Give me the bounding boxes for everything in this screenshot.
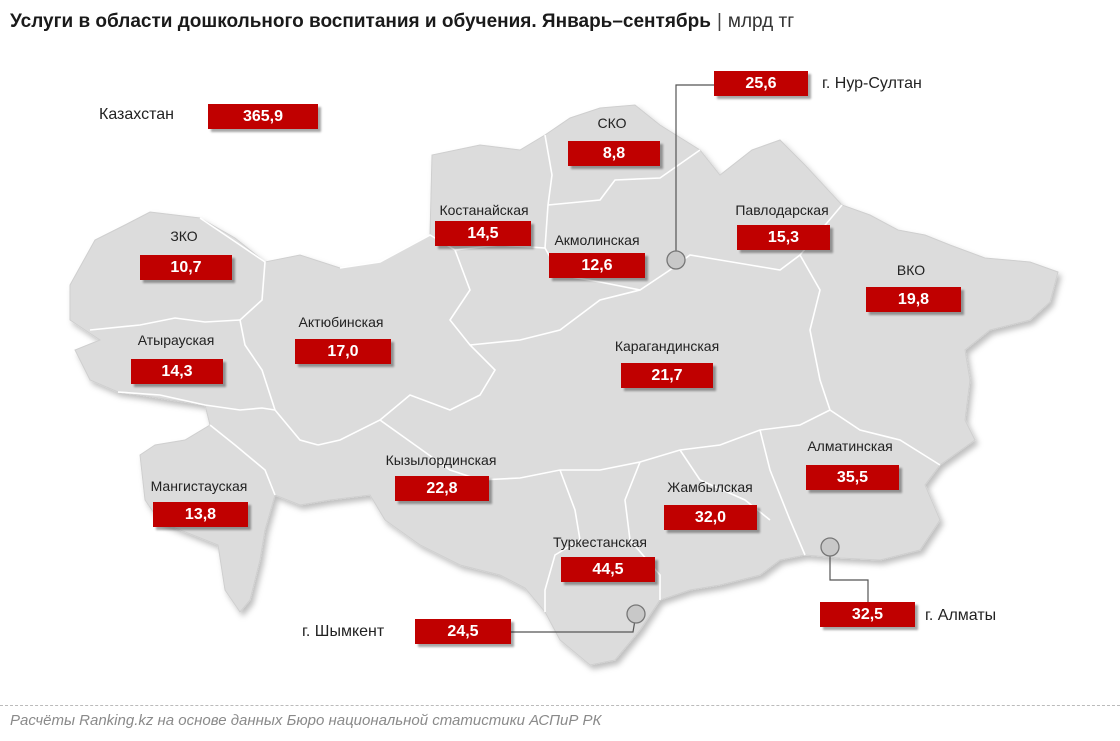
- city-marker-nur-sultan: [666, 250, 686, 270]
- region-value-akmola: 12,6: [549, 253, 645, 278]
- region-name-zhambyl: Жамбылская: [667, 479, 753, 495]
- region-name-turkestan: Туркестанская: [552, 534, 648, 550]
- source-note: Расчёты Ranking.kz на основе данных Бюро…: [10, 712, 602, 729]
- region-value-kyzylorda: 22,8: [395, 476, 489, 501]
- region-name-mangystau: Мангистауская: [150, 478, 248, 494]
- region-name-vko: ВКО: [896, 262, 926, 278]
- title-text: Услуги в области дошкольного воспитания …: [10, 11, 711, 32]
- region-value-sko: 8,8: [568, 141, 660, 166]
- region-name-akmola: Акмолинская: [554, 232, 640, 248]
- total-value: 365,9: [208, 104, 318, 129]
- region-value-karaganda: 21,7: [621, 363, 713, 388]
- title-unit: млрд тг: [727, 11, 795, 32]
- footer-divider: [0, 705, 1120, 706]
- title-separator: |: [716, 11, 722, 32]
- city-name-nur-sultan: г. Нур-Султан: [822, 75, 922, 92]
- region-value-pavlodar: 15,3: [737, 225, 830, 250]
- region-value-aktobe: 17,0: [295, 339, 391, 364]
- region-value-zhambyl: 32,0: [664, 505, 757, 530]
- region-name-sko: СКО: [597, 115, 627, 131]
- city-value-almaty: 32,5: [820, 602, 915, 627]
- region-value-almaty-region: 35,5: [806, 465, 899, 490]
- city-name-almaty: г. Алматы: [925, 607, 997, 624]
- chart-title: Услуги в области дошкольного воспитания …: [10, 8, 794, 36]
- city-marker-almaty: [820, 537, 840, 557]
- region-name-aktobe: Актюбинская: [298, 314, 384, 330]
- region-value-vko: 19,8: [866, 287, 961, 312]
- city-marker-shymkent: [626, 604, 646, 624]
- city-value-shymkent: 24,5: [415, 619, 511, 644]
- region-value-mangystau: 13,8: [153, 502, 248, 527]
- city-name-shymkent: г. Шымкент: [302, 623, 385, 640]
- region-name-atyrau: Атырауская: [137, 332, 215, 348]
- region-value-turkestan: 44,5: [561, 557, 655, 582]
- region-name-zko: ЗКО: [170, 228, 198, 244]
- region-name-pavlodar: Павлодарская: [735, 202, 829, 218]
- total-label: Казахстан: [99, 106, 174, 123]
- region-name-karaganda: Карагандинская: [614, 338, 720, 354]
- region-name-kostanay: Костанайская: [439, 202, 529, 218]
- city-value-nur-sultan: 25,6: [714, 71, 808, 96]
- region-name-almaty-region: Алматинская: [807, 438, 893, 454]
- region-name-kyzylorda: Кызылординская: [385, 452, 497, 468]
- region-borders: [89, 134, 941, 612]
- region-value-zko: 10,7: [140, 255, 232, 280]
- region-value-kostanay: 14,5: [435, 221, 531, 246]
- region-value-atyrau: 14,3: [131, 359, 223, 384]
